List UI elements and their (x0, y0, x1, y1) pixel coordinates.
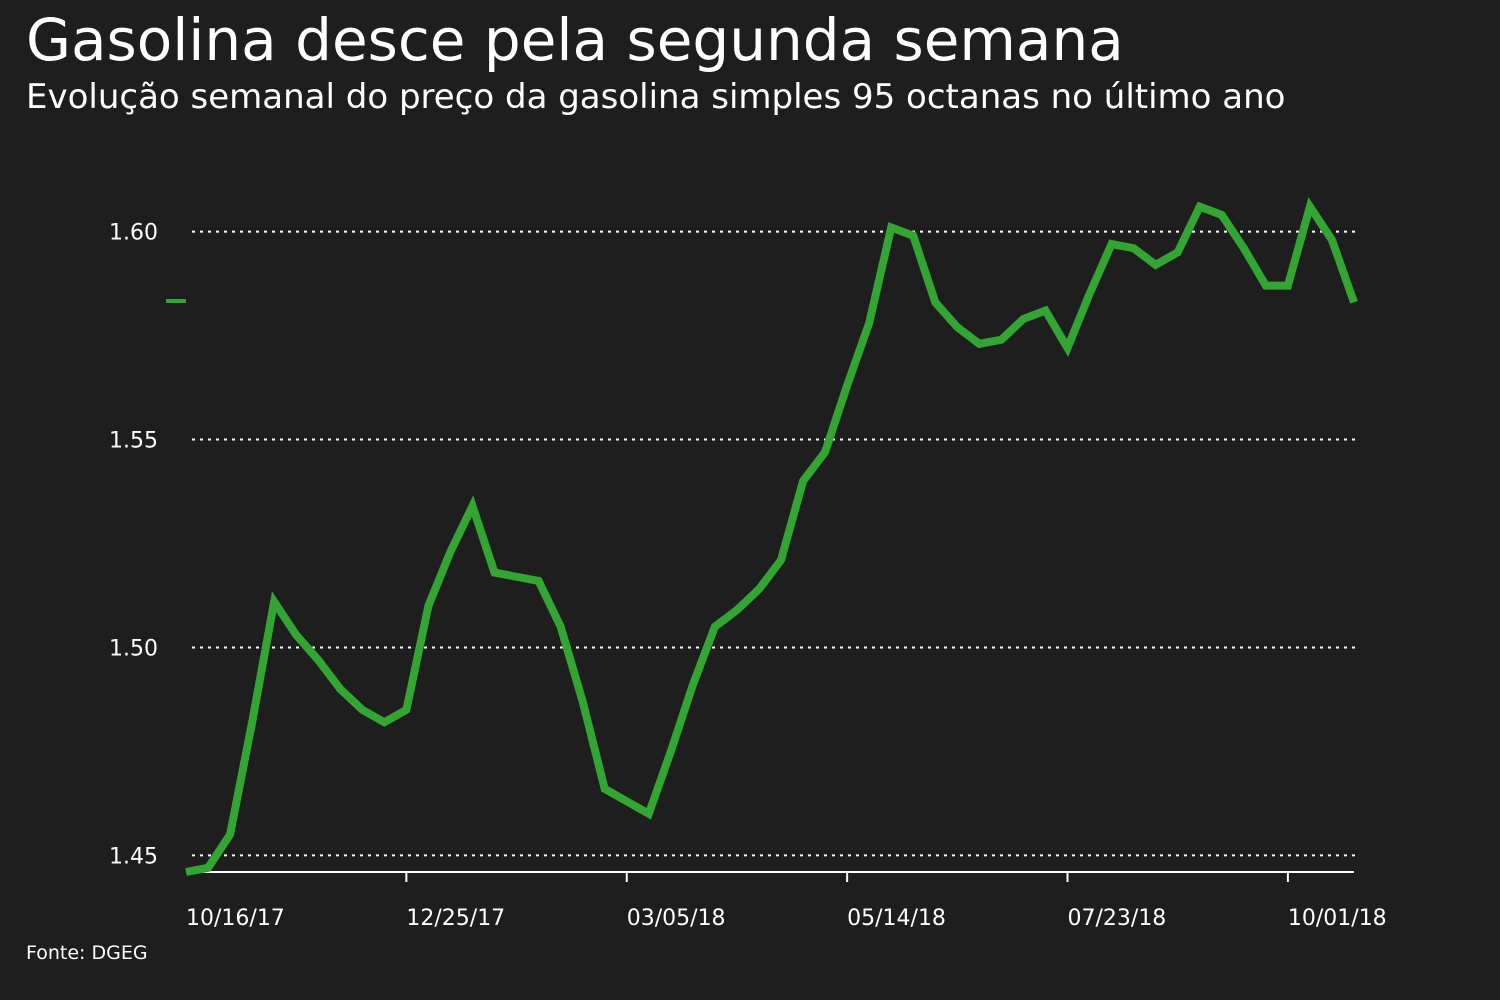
x-tick-label: 05/14/18 (847, 906, 946, 931)
y-tick-label: 1.45 (109, 844, 158, 869)
y-tick-label: 1.55 (109, 429, 158, 454)
x-tick-label: 10/16/17 (186, 906, 285, 931)
x-tick-label: 03/05/18 (627, 906, 726, 931)
y-tick-label: 1.60 (109, 221, 158, 246)
line-series (185, 197, 1358, 876)
x-tick-label: 10/01/18 (1288, 906, 1387, 931)
y-tick-label: 1.50 (109, 636, 158, 661)
chart-subtitle: Evolução semanal do preço da gasolina si… (26, 77, 1285, 117)
x-tick-label: 07/23/18 (1068, 906, 1167, 931)
source: Fonte: DGEG (26, 942, 148, 964)
x-tick-label: 12/25/17 (406, 906, 505, 931)
chart-title: Gasolina desce pela segunda semana (26, 6, 1124, 74)
